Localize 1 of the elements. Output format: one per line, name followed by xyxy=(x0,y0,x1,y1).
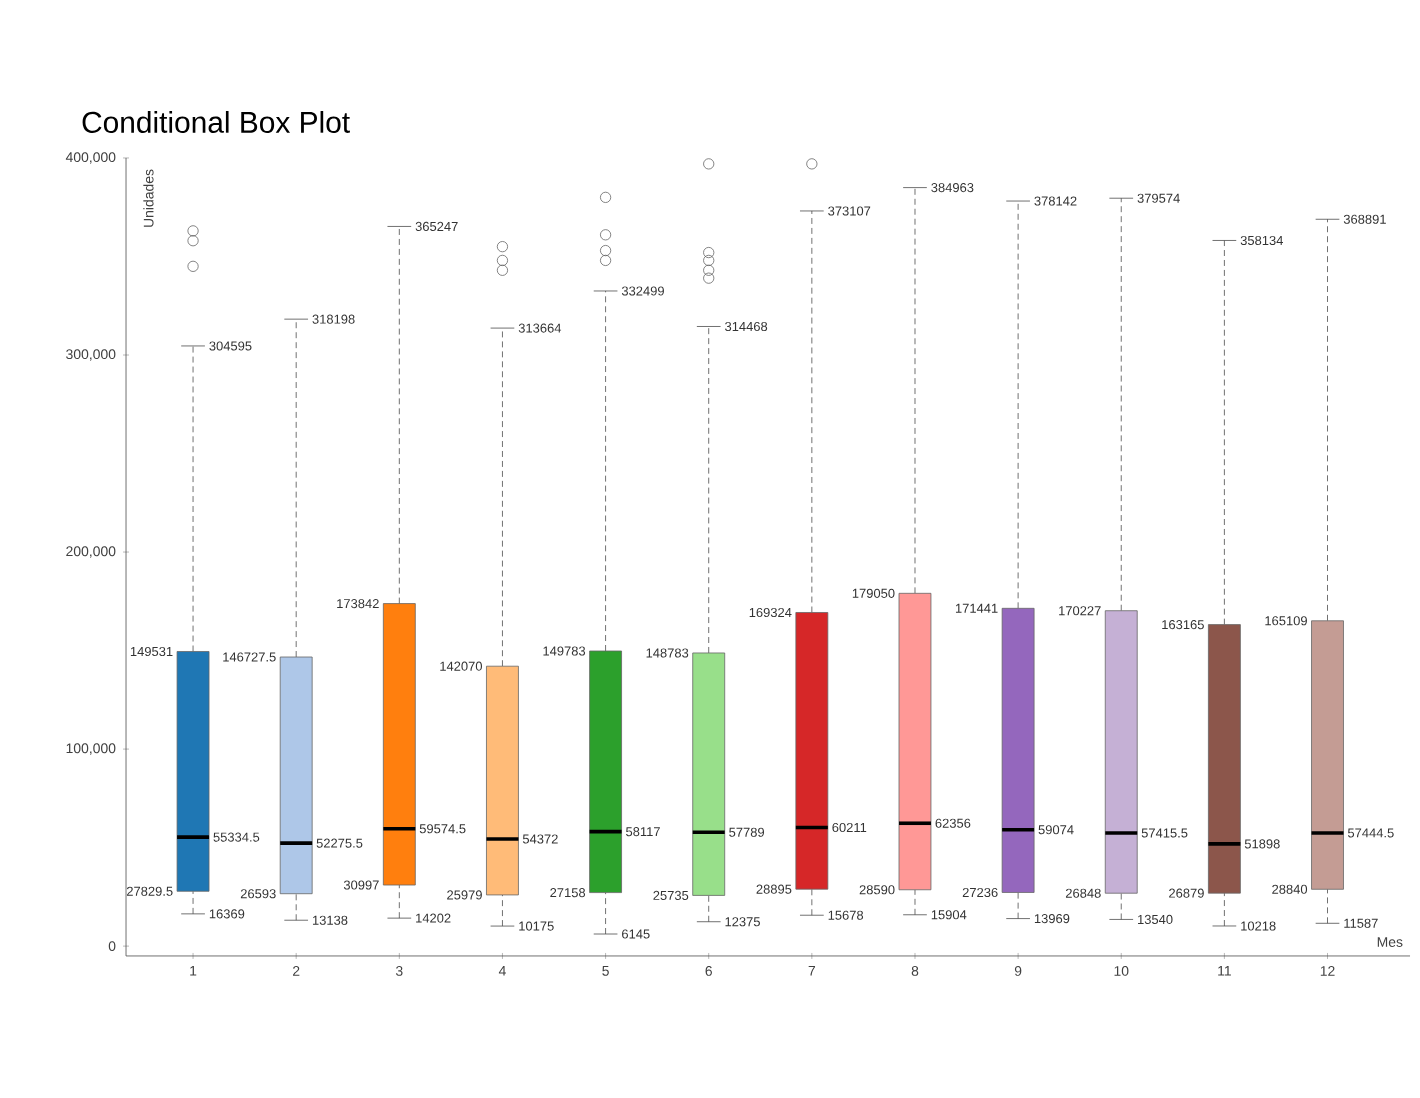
chart-title: Conditional Box Plot xyxy=(82,111,350,133)
